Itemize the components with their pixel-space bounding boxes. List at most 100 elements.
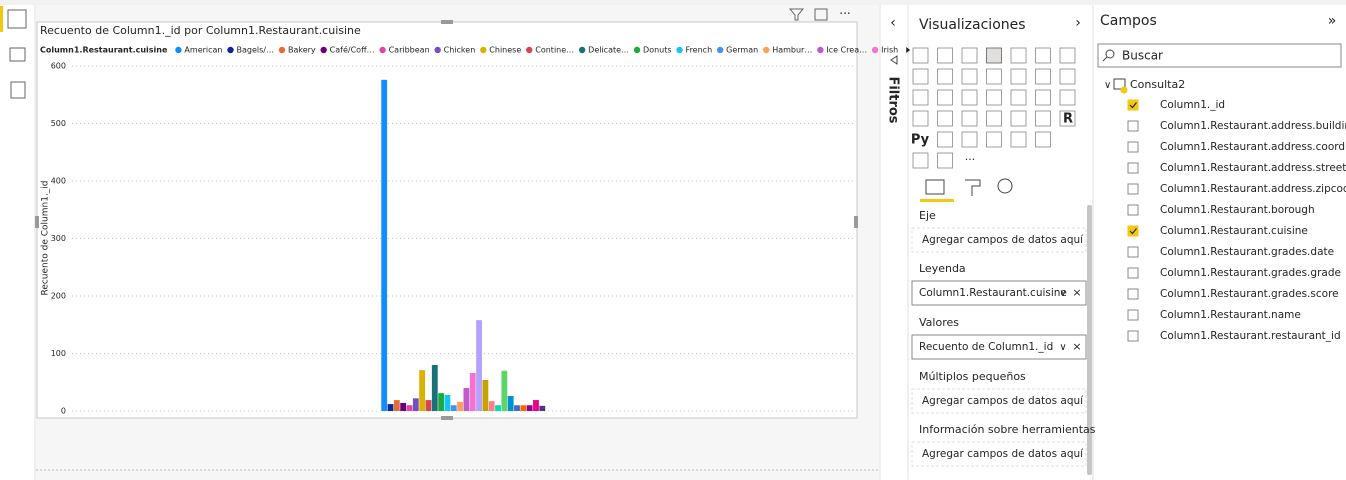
- viz-icon[interactable]: [937, 152, 953, 169]
- field-name[interactable]: Column1.Restaurant.address.coord: [1160, 141, 1345, 153]
- bar[interactable]: [444, 394, 451, 411]
- viz-icon[interactable]: [961, 68, 978, 85]
- viz-icon[interactable]: [1035, 89, 1051, 106]
- checkbox[interactable]: [1127, 204, 1139, 216]
- viz-icon[interactable]: [1010, 89, 1027, 106]
- legend-marker[interactable]: [762, 46, 770, 54]
- viz-icon[interactable]: [937, 110, 953, 127]
- legend-label[interactable]: American: [184, 46, 222, 55]
- viz-icon[interactable]: [937, 131, 953, 148]
- viz-icon[interactable]: [1035, 110, 1051, 127]
- viz-icon[interactable]: [1010, 47, 1027, 64]
- well-field[interactable]: Recuento de Column1._id: [919, 341, 1053, 353]
- well-box[interactable]: [911, 388, 1087, 414]
- bar[interactable]: [501, 370, 508, 411]
- well-field[interactable]: Column1.Restaurant.cuisine: [919, 287, 1067, 299]
- legend-label[interactable]: Delicate…: [588, 46, 629, 55]
- legend-label[interactable]: German: [726, 46, 758, 55]
- bar[interactable]: [438, 393, 445, 411]
- bar[interactable]: [393, 400, 400, 411]
- legend-marker[interactable]: [526, 46, 533, 54]
- checkbox[interactable]: [1127, 99, 1139, 111]
- legend-label[interactable]: Donuts: [643, 46, 672, 55]
- checkbox[interactable]: [1127, 267, 1139, 279]
- viz-icon[interactable]: [1010, 131, 1027, 148]
- bar[interactable]: [463, 388, 470, 411]
- legend-label[interactable]: Bakery: [288, 46, 316, 55]
- field-name[interactable]: Column1._id: [1160, 99, 1225, 111]
- viz-icon[interactable]: [986, 89, 1002, 106]
- viz-icon[interactable]: [1010, 68, 1027, 85]
- bar[interactable]: [526, 405, 533, 411]
- checkbox[interactable]: [1127, 225, 1139, 237]
- filter-icon[interactable]: [788, 8, 805, 21]
- viz-icon[interactable]: [1059, 110, 1076, 127]
- viz-icon[interactable]: [986, 131, 1002, 148]
- viz-icon[interactable]: [1059, 89, 1076, 106]
- legend-marker[interactable]: [175, 46, 182, 54]
- checkbox[interactable]: [1127, 183, 1139, 195]
- bar[interactable]: [469, 373, 476, 411]
- legend-marker[interactable]: [434, 46, 441, 54]
- field-name[interactable]: Column1.Restaurant.grades.grade: [1160, 267, 1341, 279]
- well-box[interactable]: [911, 441, 1087, 467]
- bar[interactable]: [539, 405, 546, 411]
- bar[interactable]: [425, 400, 432, 411]
- table-name[interactable]: Consulta2: [1130, 78, 1185, 91]
- field-name[interactable]: Column1.Restaurant.name: [1160, 309, 1301, 321]
- viz-icon[interactable]: [937, 89, 953, 106]
- expand-arrow[interactable]: ∨: [1104, 80, 1111, 91]
- viz-icon[interactable]: [912, 68, 929, 85]
- bar[interactable]: [450, 405, 457, 411]
- well-remove[interactable]: ×: [1072, 286, 1081, 299]
- legend-marker[interactable]: [633, 46, 641, 54]
- viz-icon[interactable]: [961, 110, 978, 127]
- viz-icon[interactable]: [937, 47, 953, 64]
- model-view-icon[interactable]: [10, 81, 26, 99]
- fields-tab-icon[interactable]: [925, 179, 945, 195]
- data-view-icon[interactable]: [9, 47, 26, 62]
- analytics-tab-icon[interactable]: [997, 178, 1013, 194]
- collapse-arrow[interactable]: ‹: [890, 15, 896, 31]
- legend-marker[interactable]: [716, 46, 724, 54]
- legend-label[interactable]: Hambur…: [772, 46, 812, 55]
- viz-icon-text[interactable]: ···: [965, 153, 976, 166]
- legend-marker[interactable]: [278, 46, 286, 54]
- legend-marker[interactable]: [379, 46, 386, 54]
- well-dropdown[interactable]: ∨: [1059, 288, 1066, 299]
- field-name[interactable]: Column1.Restaurant.address.building: [1160, 120, 1346, 132]
- checkbox[interactable]: [1127, 330, 1139, 342]
- viz-icon-text[interactable]: R: [1063, 112, 1073, 127]
- legend-label[interactable]: Contine…: [535, 46, 574, 55]
- legend-label[interactable]: Caribbean: [389, 46, 430, 55]
- viz-icon[interactable]: [961, 47, 978, 64]
- legend-label[interactable]: Chicken: [444, 46, 476, 55]
- viz-icon[interactable]: [1035, 131, 1051, 148]
- legend-marker[interactable]: [227, 46, 234, 54]
- viz-icon[interactable]: [1035, 68, 1051, 85]
- viz-icon[interactable]: [1035, 47, 1051, 64]
- well-dropdown[interactable]: ∨: [1059, 342, 1066, 353]
- search-placeholder[interactable]: Buscar: [1122, 49, 1163, 63]
- viz-icon[interactable]: [986, 110, 1002, 127]
- bar[interactable]: [400, 402, 407, 411]
- search-box[interactable]: [1097, 43, 1342, 68]
- well-box[interactable]: [911, 280, 1087, 306]
- well-box[interactable]: [911, 227, 1087, 253]
- viz-icon[interactable]: [937, 68, 953, 85]
- collapse-arrow[interactable]: ›: [1075, 15, 1081, 31]
- legend-marker[interactable]: [676, 46, 683, 54]
- checkbox[interactable]: [1127, 162, 1139, 174]
- legend-label[interactable]: Café/Coff…: [330, 45, 375, 55]
- bar[interactable]: [419, 370, 426, 411]
- bar[interactable]: [431, 365, 438, 411]
- bar[interactable]: [406, 405, 413, 411]
- legend-label[interactable]: Irish: [881, 46, 898, 55]
- checkbox[interactable]: [1127, 120, 1139, 132]
- format-tab-icon[interactable]: [965, 179, 981, 196]
- viz-icon[interactable]: [912, 47, 929, 64]
- bar[interactable]: [507, 396, 514, 411]
- bar[interactable]: [387, 404, 394, 411]
- field-name[interactable]: Column1.Restaurant.address.street: [1160, 162, 1346, 174]
- checkbox[interactable]: [1127, 288, 1139, 300]
